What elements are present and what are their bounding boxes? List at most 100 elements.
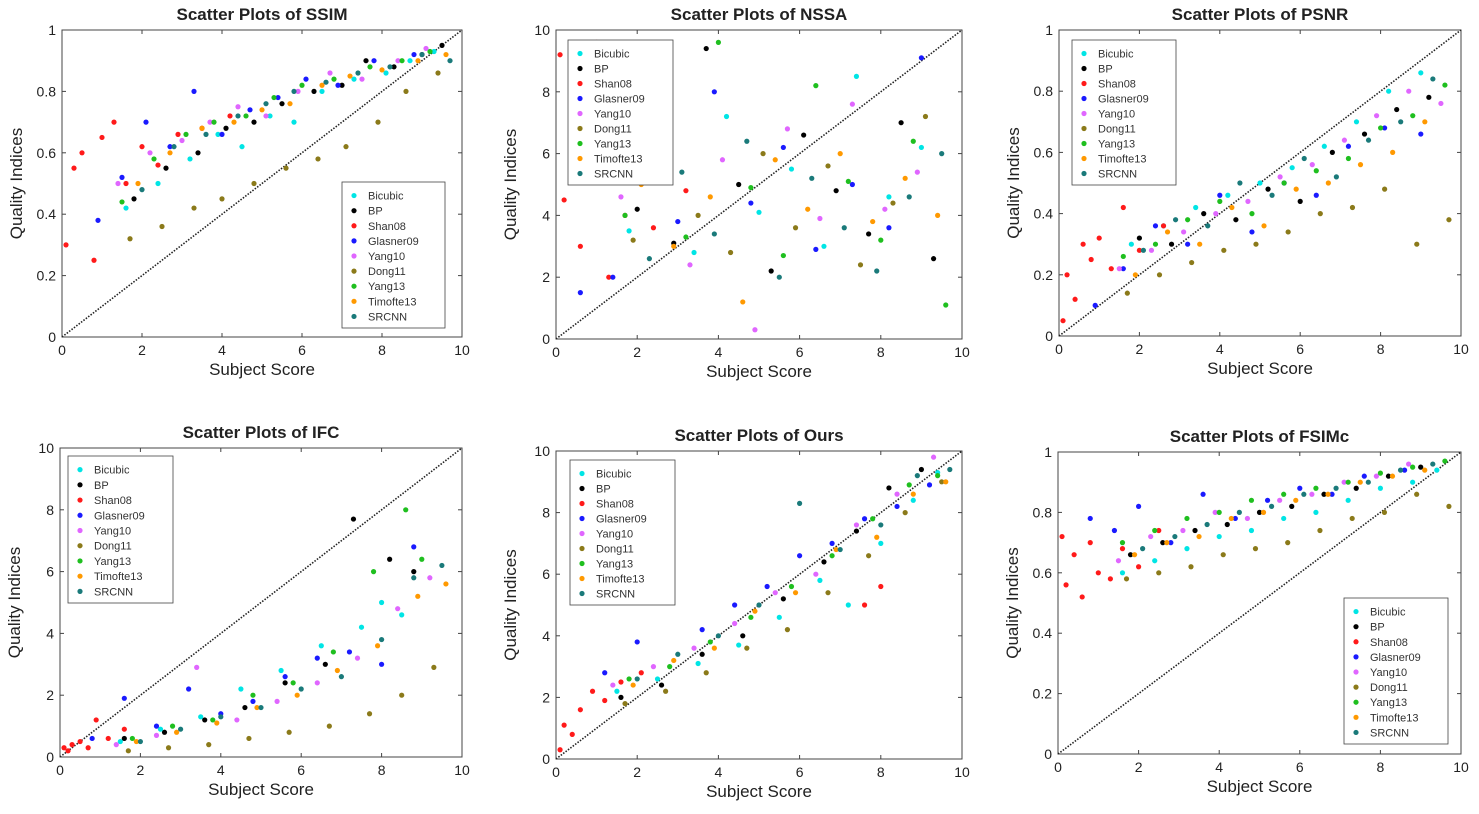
legend-label: Shan08 bbox=[596, 499, 634, 511]
data-point bbox=[239, 144, 245, 150]
data-point bbox=[882, 206, 888, 212]
data-point bbox=[91, 257, 97, 263]
data-point bbox=[235, 113, 241, 119]
data-point bbox=[267, 113, 273, 119]
data-point bbox=[1269, 192, 1275, 198]
data-point bbox=[703, 670, 709, 676]
data-point bbox=[157, 726, 164, 732]
y-axis-label: Quality Indices bbox=[5, 547, 24, 659]
data-point bbox=[367, 64, 373, 70]
legend-marker bbox=[1081, 50, 1087, 57]
y-tick-label: 0.6 bbox=[1034, 144, 1054, 160]
data-point bbox=[93, 717, 99, 723]
data-point bbox=[207, 119, 213, 125]
data-point bbox=[784, 627, 791, 633]
legend-marker bbox=[577, 50, 583, 57]
data-point bbox=[813, 83, 819, 89]
data-point bbox=[841, 225, 847, 231]
data-point bbox=[675, 218, 681, 225]
data-point bbox=[1301, 155, 1307, 162]
data-point bbox=[650, 225, 657, 231]
data-point bbox=[618, 694, 624, 701]
x-tick-label: 10 bbox=[454, 342, 470, 358]
data-point bbox=[419, 556, 425, 562]
data-point bbox=[736, 642, 742, 648]
data-point bbox=[335, 82, 341, 88]
data-point bbox=[671, 243, 677, 249]
legend-label: Dong11 bbox=[94, 541, 132, 553]
data-point bbox=[199, 125, 205, 131]
data-point bbox=[1248, 497, 1255, 503]
data-point bbox=[1264, 497, 1271, 503]
legend-marker bbox=[351, 268, 357, 274]
data-point bbox=[1095, 570, 1101, 576]
data-point bbox=[379, 67, 385, 73]
series-glasner09 bbox=[95, 51, 417, 223]
y-tick-label: 1 bbox=[1044, 444, 1052, 460]
legend-label: Shan08 bbox=[594, 79, 632, 91]
data-point bbox=[866, 231, 872, 237]
legend-marker bbox=[1353, 699, 1359, 705]
data-point bbox=[1156, 570, 1162, 576]
data-point bbox=[263, 101, 269, 107]
data-point bbox=[918, 144, 925, 151]
legend-label: Yang10 bbox=[1370, 667, 1407, 679]
data-point bbox=[894, 491, 900, 497]
data-point bbox=[634, 639, 640, 645]
legend-label: SRCNN bbox=[1098, 169, 1137, 181]
series-glasner09 bbox=[89, 544, 417, 742]
data-point bbox=[1430, 461, 1436, 467]
data-point bbox=[351, 76, 357, 82]
x-tick-label: 6 bbox=[1296, 341, 1304, 357]
legend-marker bbox=[1353, 608, 1359, 615]
data-point bbox=[159, 223, 165, 230]
data-point bbox=[1414, 491, 1420, 497]
data-point bbox=[251, 180, 257, 187]
data-point bbox=[853, 528, 860, 534]
data-point bbox=[732, 602, 738, 608]
data-point bbox=[1120, 253, 1126, 260]
data-point bbox=[776, 614, 782, 620]
scatter-panel-2: 0 2 4 6 8 10 0 2 4 6 8 10 Scatter Plots of NSSA Subje… bbox=[501, 5, 970, 381]
data-point bbox=[1127, 552, 1134, 558]
x-tick-label: 2 bbox=[633, 764, 641, 780]
series-timofte13 bbox=[630, 479, 949, 688]
data-point bbox=[557, 52, 563, 58]
data-point bbox=[1260, 509, 1267, 515]
data-point bbox=[874, 534, 880, 540]
data-point bbox=[1365, 479, 1371, 485]
data-point bbox=[853, 73, 860, 79]
data-point bbox=[1446, 503, 1452, 509]
data-point bbox=[1422, 119, 1428, 125]
legend-label: Glasner09 bbox=[596, 514, 647, 526]
y-tick-label: 0.2 bbox=[1034, 267, 1054, 283]
data-point bbox=[1297, 198, 1303, 204]
data-point bbox=[1249, 211, 1255, 217]
data-point bbox=[833, 188, 839, 194]
data-point bbox=[711, 89, 717, 95]
data-point bbox=[105, 735, 111, 742]
series-srcnn bbox=[634, 466, 953, 682]
series-srcnn bbox=[1140, 461, 1436, 552]
data-point bbox=[370, 569, 377, 575]
legend-label: SRCNN bbox=[594, 169, 633, 181]
legend-marker bbox=[1353, 624, 1359, 630]
data-point bbox=[119, 174, 125, 180]
series-bp bbox=[1127, 464, 1424, 558]
legend-marker bbox=[1353, 654, 1359, 660]
series-bp bbox=[1136, 94, 1432, 247]
data-point bbox=[833, 546, 839, 553]
data-point bbox=[1349, 515, 1355, 522]
data-point bbox=[646, 256, 652, 262]
data-point bbox=[206, 742, 212, 748]
data-point bbox=[675, 651, 681, 657]
series-shan08 bbox=[1059, 527, 1162, 600]
data-point bbox=[223, 125, 229, 131]
data-point bbox=[153, 732, 160, 738]
legend-marker bbox=[577, 65, 583, 72]
data-point bbox=[618, 194, 624, 200]
data-point bbox=[147, 150, 153, 156]
data-point bbox=[711, 231, 717, 237]
data-point bbox=[1172, 533, 1178, 540]
data-point bbox=[878, 540, 884, 547]
